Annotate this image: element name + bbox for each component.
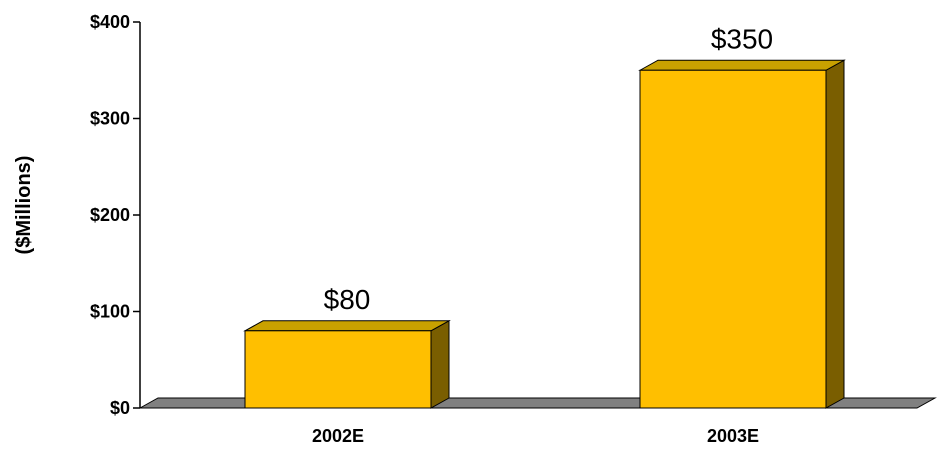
y-tick-label: $200 — [90, 205, 130, 225]
bar-top — [243, 320, 451, 332]
data-label: $350 — [711, 23, 773, 54]
y-axis-title: ($Millions) — [13, 156, 35, 255]
bar-side — [430, 319, 450, 409]
y-tick-label: $400 — [90, 12, 130, 32]
bar-front — [244, 330, 432, 409]
bar — [243, 319, 451, 409]
bar-top — [638, 59, 846, 71]
data-labels: $80 $350 — [324, 23, 774, 315]
bars — [243, 59, 846, 409]
y-tick-label: $0 — [110, 398, 130, 418]
x-axis-labels: 2002E 2003E — [312, 426, 759, 446]
bar-front — [639, 69, 827, 409]
y-tick-label: $300 — [90, 109, 130, 129]
x-tick-label: 2002E — [312, 426, 364, 446]
bar-side — [825, 59, 845, 409]
y-axis-ticks: $0 $100 $200 $300 $400 — [90, 12, 140, 418]
bar — [638, 59, 846, 409]
y-tick-label: $100 — [90, 302, 130, 322]
x-tick-label: 2003E — [707, 426, 759, 446]
data-label: $80 — [324, 284, 371, 315]
